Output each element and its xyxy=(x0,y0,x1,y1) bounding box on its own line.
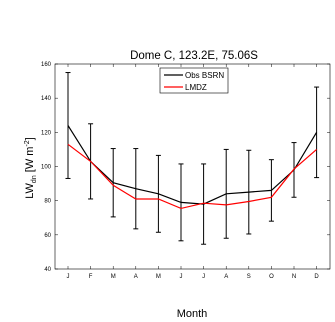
y-tick-label: 160 xyxy=(41,62,52,68)
y-axis: 40 60 80 100 120 140 160 xyxy=(41,62,330,273)
x-tick-label: J xyxy=(67,274,70,280)
y-tick-label: 140 xyxy=(41,96,52,102)
x-tick-label: F xyxy=(89,274,93,280)
y-tick-label: 60 xyxy=(44,233,51,239)
y-tick-label: 120 xyxy=(41,130,52,136)
y-tick-label: 100 xyxy=(41,165,52,171)
legend-label-lmdz: LMDZ xyxy=(185,83,207,92)
series-line-obs-bsrn xyxy=(67,125,318,205)
x-tick-label: M xyxy=(111,274,116,280)
x-tick-label: S xyxy=(247,274,251,280)
x-tick-label: A xyxy=(224,274,228,280)
y-tick-label: 80 xyxy=(44,199,51,205)
plot-area xyxy=(54,63,331,270)
x-tick-label: J xyxy=(180,274,183,280)
x-axis-label: Month xyxy=(177,308,208,320)
x-tick-label: J xyxy=(202,274,205,280)
legend-box xyxy=(159,67,229,94)
y-tick-label: 40 xyxy=(44,267,51,273)
x-tick-label: D xyxy=(314,274,319,280)
legend: Obs BSRN LMDZ xyxy=(159,67,229,94)
y-axis-label: LWdn [W m-2] xyxy=(24,137,38,199)
x-tick-label: M xyxy=(156,274,161,280)
series-lines xyxy=(67,125,318,210)
series-line-lmdz xyxy=(67,143,317,210)
legend-label-obs: Obs BSRN xyxy=(185,71,224,80)
x-tick-label: A xyxy=(134,274,138,280)
chart-title: Dome C, 123.2E, 75.06S xyxy=(130,50,258,62)
x-tick-label: O xyxy=(269,274,274,280)
x-tick-label: N xyxy=(292,274,296,280)
